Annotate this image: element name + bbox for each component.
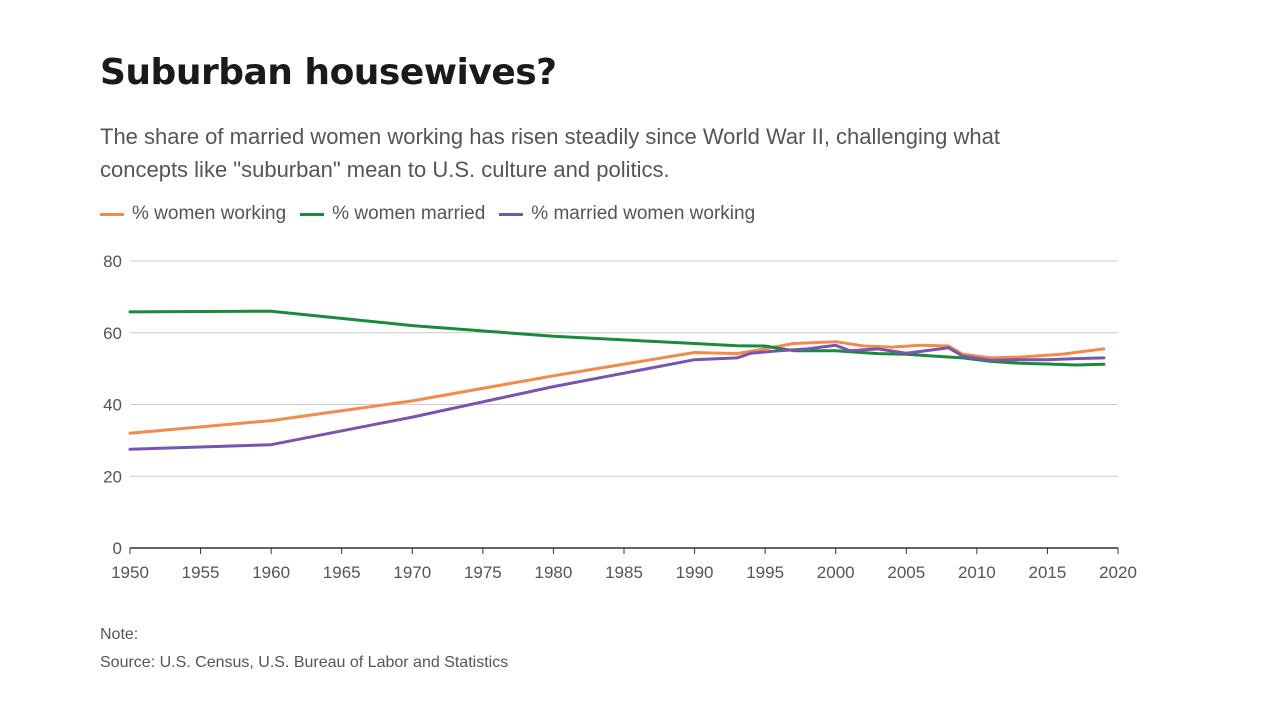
x-tick-label-1980: 1980: [535, 563, 573, 582]
series-layer: [128, 309, 1106, 451]
chart-subtitle: The share of married women working has r…: [100, 124, 1000, 182]
x-tick-label-1970: 1970: [393, 563, 431, 582]
legend-swatch-women-working: [100, 212, 124, 216]
x-tick-label-2020: 2020: [1099, 563, 1137, 582]
x-tick-label-1995: 1995: [746, 563, 784, 582]
legend-swatch-married-women-working: [499, 212, 524, 216]
chart-legend: % women working % women married % marrie…: [100, 203, 769, 225]
x-tick-label-1975: 1975: [464, 563, 502, 582]
series-line-women-married: [128, 309, 1106, 367]
x-tick-label-1965: 1965: [323, 563, 361, 582]
y-tick-label-0: 0: [113, 539, 122, 558]
line-chart: 0 20 40 60 80 1950 1955 1960 1965 1970 1975 1980 198…: [103, 252, 1137, 582]
y-tick-label-60: 60: [103, 324, 122, 343]
x-tick-label-1955: 1955: [182, 563, 220, 582]
x-tick-label-1960: 1960: [252, 563, 290, 582]
legend-item-women-working: % women working: [100, 203, 286, 225]
chart-note: Note:: [100, 626, 139, 643]
legend-item-married-women-working: % married women working: [499, 203, 755, 225]
axis-layer: 0 20 40 60 80 1950 1955 1960 1965 1970 1975 1980 198…: [103, 252, 1137, 582]
x-tick-label-1950: 1950: [111, 563, 149, 582]
legend-swatch-women-married: [300, 212, 325, 216]
legend-label-women-married: % women married: [332, 203, 486, 224]
x-tick-label-1985: 1985: [605, 563, 643, 582]
series-line-married-women-working: [128, 343, 1106, 451]
grid-layer: [130, 260, 1118, 477]
y-tick-label-20: 20: [103, 467, 122, 486]
legend-item-women-married: % women married: [300, 203, 485, 225]
x-tick-label-2005: 2005: [887, 563, 925, 582]
y-tick-label-80: 80: [103, 252, 122, 271]
x-tick-label-2015: 2015: [1029, 563, 1067, 582]
x-tick-label-2000: 2000: [817, 563, 855, 582]
x-tick-label-1990: 1990: [676, 563, 714, 582]
x-tick-label-2010: 2010: [958, 563, 996, 582]
chart-source: Source: U.S. Census, U.S. Bureau of Labo…: [100, 654, 509, 671]
series-line-women-working: [128, 340, 1106, 435]
legend-label-women-working: % women working: [132, 203, 287, 224]
legend-label-married-women-working: % married women working: [531, 203, 756, 224]
chart-title: Suburban housewives?: [100, 52, 557, 93]
y-tick-label-40: 40: [103, 396, 122, 415]
